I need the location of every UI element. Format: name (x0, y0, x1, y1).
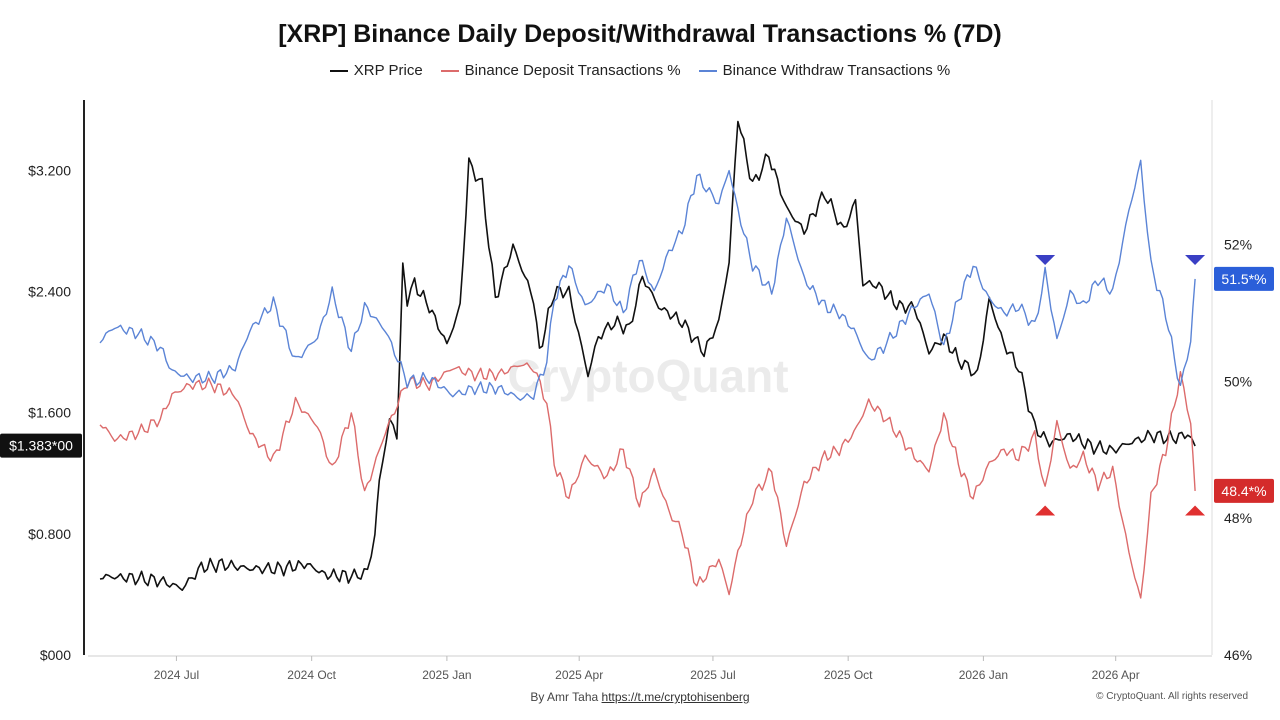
legend-label-deposit: Binance Deposit Transactions % (464, 62, 681, 79)
x-tick-label: 2026 Apr (1092, 668, 1140, 682)
series-withdraw-pct[interactable] (99, 159, 1196, 401)
legend: XRP Price Binance Deposit Transactions %… (0, 62, 1280, 79)
legend-label-withdraw: Binance Withdraw Transactions % (722, 62, 951, 79)
byline-prefix: By Amr Taha (530, 690, 599, 704)
byline-link[interactable]: https://t.me/cryptohisenberg (601, 690, 750, 704)
legend-item-xrp-price[interactable]: XRP Price (329, 62, 423, 79)
watermark: CryptoQuant (507, 350, 788, 402)
x-tick-label: 2025 Oct (824, 668, 873, 682)
deposit-pct-tag: 48.4*% (1221, 483, 1266, 499)
y-left-tick-label: $1.600 (28, 405, 71, 421)
y-right-tick-label: 46% (1224, 647, 1252, 663)
x-tick-label: 2026 Jan (959, 668, 1008, 682)
xrp-price-tag-box (0, 433, 82, 458)
x-tick-label: 2025 Apr (555, 668, 603, 682)
series-xrp-price[interactable] (99, 120, 1196, 592)
deposit-trough-marker (1035, 505, 1056, 516)
footer-byline: By Amr Taha https://t.me/cryptohisenberg (0, 690, 1280, 704)
y-right-tick-label: 48% (1224, 510, 1252, 526)
legend-swatch-withdraw (698, 69, 717, 72)
y-left-tick-label: $000 (40, 647, 71, 663)
withdraw-peak-marker (1035, 255, 1056, 266)
y-right-tick-label: 50% (1224, 373, 1252, 389)
withdraw-peak-marker (1185, 255, 1206, 266)
x-tick-label: 2024 Jul (154, 668, 199, 682)
legend-swatch-xrp (329, 69, 348, 72)
xrp-price-tag: $1.383*00 (9, 438, 73, 454)
y-left-tick-label: $3.200 (28, 162, 71, 178)
chart-title: [XRP] Binance Daily Deposit/Withdrawal T… (278, 20, 1002, 48)
legend-item-withdraw[interactable]: Binance Withdraw Transactions % (698, 62, 951, 79)
deposit-trough-marker (1185, 505, 1206, 516)
footer-copyright: © CryptoQuant. All rights reserved (1096, 691, 1248, 702)
legend-item-deposit[interactable]: Binance Deposit Transactions % (440, 62, 681, 79)
withdraw-pct-tag: 51.5*% (1221, 271, 1266, 287)
legend-label-xrp: XRP Price (353, 62, 423, 79)
x-tick-label: 2025 Jul (690, 668, 735, 682)
deposit-pct-tag-box (1214, 478, 1274, 503)
y-right-tick-label: 52% (1224, 237, 1252, 253)
y-left-tick-label: $0.800 (28, 526, 71, 542)
withdraw-pct-tag-box (1214, 266, 1274, 291)
legend-swatch-deposit (440, 69, 459, 72)
y-left-tick-label: $2.400 (28, 284, 71, 300)
x-tick-label: 2025 Jan (422, 668, 471, 682)
series-deposit-pct[interactable] (99, 362, 1196, 599)
x-tick-label: 2024 Oct (287, 668, 336, 682)
